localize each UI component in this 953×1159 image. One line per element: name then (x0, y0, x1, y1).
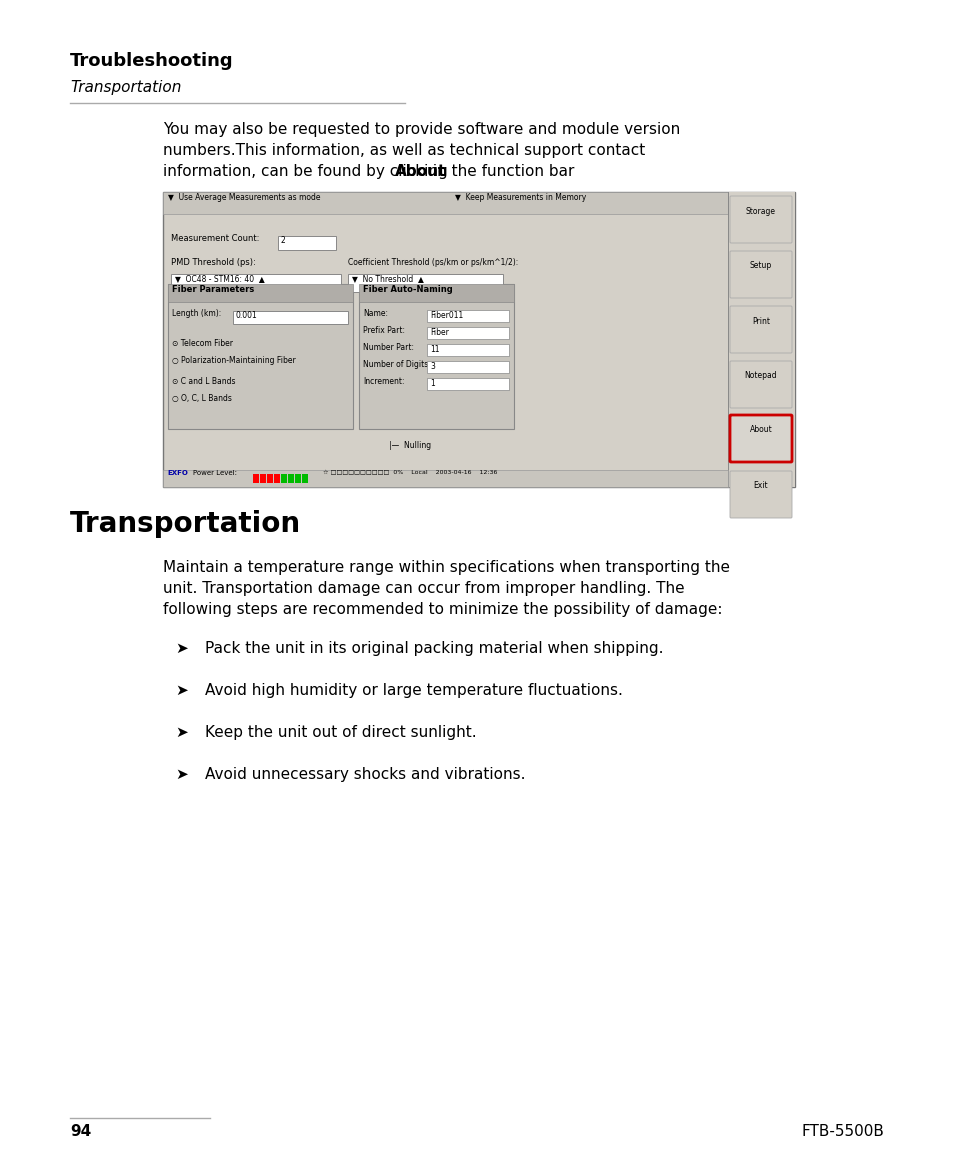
Bar (348, 274, 502, 292)
FancyBboxPatch shape (729, 196, 791, 243)
Text: Transportation: Transportation (70, 510, 301, 538)
Text: ⊙ C and L Bands: ⊙ C and L Bands (172, 377, 235, 386)
FancyBboxPatch shape (729, 252, 791, 298)
Text: Exit: Exit (753, 481, 767, 490)
Bar (358, 284, 514, 302)
Text: Storage: Storage (745, 206, 775, 216)
Text: information, can be found by clicking: information, can be found by clicking (163, 165, 452, 178)
Bar (427, 309, 509, 322)
Text: numbers.This information, as well as technical support contact: numbers.This information, as well as tec… (163, 143, 644, 158)
Bar (233, 311, 348, 325)
Text: Fiber Auto-Naming: Fiber Auto-Naming (363, 285, 453, 294)
Bar (274, 474, 280, 483)
Text: ▼  No Threshold  ▲: ▼ No Threshold ▲ (352, 274, 423, 283)
Text: |—  Nulling: |— Nulling (389, 442, 431, 450)
Text: You may also be requested to provide software and module version: You may also be requested to provide sof… (163, 122, 679, 137)
Text: Increment:: Increment: (363, 377, 404, 386)
Bar (288, 474, 294, 483)
Bar (427, 327, 509, 338)
Bar (427, 360, 509, 373)
Text: Avoid high humidity or large temperature fluctuations.: Avoid high humidity or large temperature… (205, 683, 622, 698)
Bar (163, 192, 794, 487)
Bar (358, 284, 514, 429)
Text: Maintain a temperature range within specifications when transporting the: Maintain a temperature range within spec… (163, 560, 729, 575)
Bar (277, 236, 335, 250)
Text: Print: Print (751, 316, 769, 326)
Text: About: About (749, 425, 772, 435)
Text: 94: 94 (70, 1124, 91, 1139)
Bar (302, 474, 308, 483)
Bar (168, 284, 353, 429)
Text: ➤: ➤ (174, 683, 188, 698)
Text: ▼  OC48 - STM16: 40  ▲: ▼ OC48 - STM16: 40 ▲ (174, 274, 265, 283)
Text: ○ Polarization-Maintaining Fiber: ○ Polarization-Maintaining Fiber (172, 356, 295, 365)
Text: 2: 2 (281, 236, 286, 245)
Text: ⊙ Telecom Fiber: ⊙ Telecom Fiber (172, 338, 233, 348)
Text: 1: 1 (430, 379, 435, 388)
Text: ➤: ➤ (174, 767, 188, 782)
Text: Length (km):: Length (km): (172, 309, 221, 318)
Text: Name:: Name: (363, 309, 388, 318)
Text: in the function bar: in the function bar (428, 165, 574, 178)
FancyBboxPatch shape (729, 306, 791, 353)
Text: ▼  Keep Measurements in Memory: ▼ Keep Measurements in Memory (455, 194, 586, 202)
Text: EXFO: EXFO (167, 471, 188, 476)
Text: Troubleshooting: Troubleshooting (70, 52, 233, 70)
Text: Notepad: Notepad (744, 372, 777, 380)
Text: 3: 3 (430, 362, 435, 371)
Text: Transportation: Transportation (70, 80, 181, 95)
Bar (168, 284, 353, 302)
Text: ☆ □□□□□□□□□□  0%    Local    2003-04-16    12:36: ☆ □□□□□□□□□□ 0% Local 2003-04-16 12:36 (323, 471, 497, 475)
Text: Measurement Count:: Measurement Count: (171, 234, 259, 243)
Text: Keep the unit out of direct sunlight.: Keep the unit out of direct sunlight. (205, 726, 476, 739)
Bar (427, 378, 509, 389)
Text: Setup: Setup (749, 262, 771, 270)
Text: ▼  Use Average Measurements as mode: ▼ Use Average Measurements as mode (168, 194, 320, 202)
Text: Power Level:: Power Level: (193, 471, 236, 476)
Bar (427, 344, 509, 356)
Bar (163, 471, 727, 487)
FancyBboxPatch shape (729, 471, 791, 518)
Text: Prefix Part:: Prefix Part: (363, 326, 405, 335)
Text: FTB-5500B: FTB-5500B (801, 1124, 883, 1139)
Bar (253, 474, 258, 483)
Bar (260, 474, 266, 483)
Text: 11: 11 (430, 345, 439, 353)
Text: Coefficient Threshold (ps/km or ps/km^1/2):: Coefficient Threshold (ps/km or ps/km^1/… (348, 258, 517, 267)
Text: ➤: ➤ (174, 726, 188, 739)
Bar (727, 192, 794, 487)
Text: Fiber011: Fiber011 (430, 311, 463, 320)
Text: Fiber: Fiber (430, 328, 449, 337)
Bar (267, 474, 273, 483)
Bar (294, 474, 301, 483)
Text: following steps are recommended to minimize the possibility of damage:: following steps are recommended to minim… (163, 602, 721, 617)
Text: About: About (395, 165, 446, 178)
Text: Pack the unit in its original packing material when shipping.: Pack the unit in its original packing ma… (205, 641, 662, 656)
Text: Fiber Parameters: Fiber Parameters (172, 285, 254, 294)
Text: Number Part:: Number Part: (363, 343, 414, 352)
Text: Number of Digits:: Number of Digits: (363, 360, 431, 369)
Text: ➤: ➤ (174, 641, 188, 656)
Text: 0.001: 0.001 (235, 311, 257, 320)
Text: Avoid unnecessary shocks and vibrations.: Avoid unnecessary shocks and vibrations. (205, 767, 525, 782)
Text: ○ O, C, L Bands: ○ O, C, L Bands (172, 394, 232, 403)
Bar (281, 474, 287, 483)
Bar (171, 274, 340, 292)
FancyBboxPatch shape (729, 360, 791, 408)
Text: unit. Transportation damage can occur from improper handling. The: unit. Transportation damage can occur fr… (163, 581, 684, 596)
Bar (163, 192, 727, 214)
FancyBboxPatch shape (729, 415, 791, 462)
Text: PMD Threshold (ps):: PMD Threshold (ps): (171, 258, 255, 267)
